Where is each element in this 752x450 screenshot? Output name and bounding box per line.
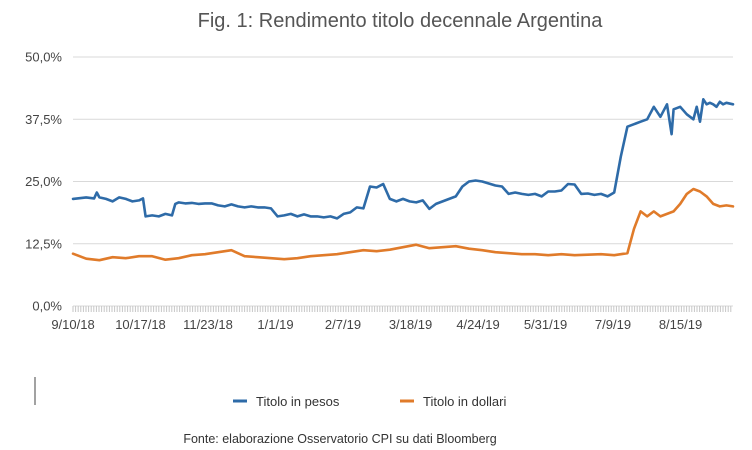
y-tick-label: 50,0% bbox=[25, 50, 62, 65]
series-line-dollari bbox=[71, 187, 735, 262]
gridlines bbox=[73, 56, 733, 307]
y-tick-label: 37,5% bbox=[25, 112, 62, 127]
x-tick-label: 2/7/19 bbox=[325, 317, 361, 332]
x-tick-label: 10/17/18 bbox=[115, 317, 166, 332]
x-tick-label: 7/9/19 bbox=[595, 317, 631, 332]
x-tick-label: 5/31/19 bbox=[524, 317, 567, 332]
y-tick-label: 12,5% bbox=[25, 236, 62, 251]
source-note: Fonte: elaborazione Osservatorio CPI su … bbox=[183, 432, 496, 446]
legend: Titolo in pesos Titolo in dollari bbox=[233, 394, 506, 409]
x-tick-label: 4/24/19 bbox=[456, 317, 499, 332]
x-axis-hatch bbox=[72, 306, 732, 312]
y-axis-ticks: 0,0% 12,5% 25,0% 37,5% 50,0% bbox=[25, 50, 62, 314]
x-tick-label: 11/23/18 bbox=[183, 317, 233, 332]
y-tick-label: 0,0% bbox=[32, 299, 62, 314]
x-tick-label: 8/15/19 bbox=[659, 317, 702, 332]
y-tick-label: 25,0% bbox=[25, 174, 62, 189]
x-tick-label: 1/1/19 bbox=[257, 317, 293, 332]
legend-label-pesos: Titolo in pesos bbox=[256, 394, 340, 409]
x-tick-label: 3/18/19 bbox=[389, 317, 432, 332]
series-layer bbox=[71, 98, 735, 262]
legend-label-dollari: Titolo in dollari bbox=[423, 394, 506, 409]
series-line-pesos bbox=[71, 98, 735, 220]
chart-title: Fig. 1: Rendimento titolo decennale Arge… bbox=[198, 10, 604, 32]
x-tick-label: 9/10/18 bbox=[51, 317, 94, 332]
x-axis-ticks: 9/10/18 10/17/18 11/23/18 1/1/19 2/7/19 3/18/… bbox=[51, 317, 702, 332]
